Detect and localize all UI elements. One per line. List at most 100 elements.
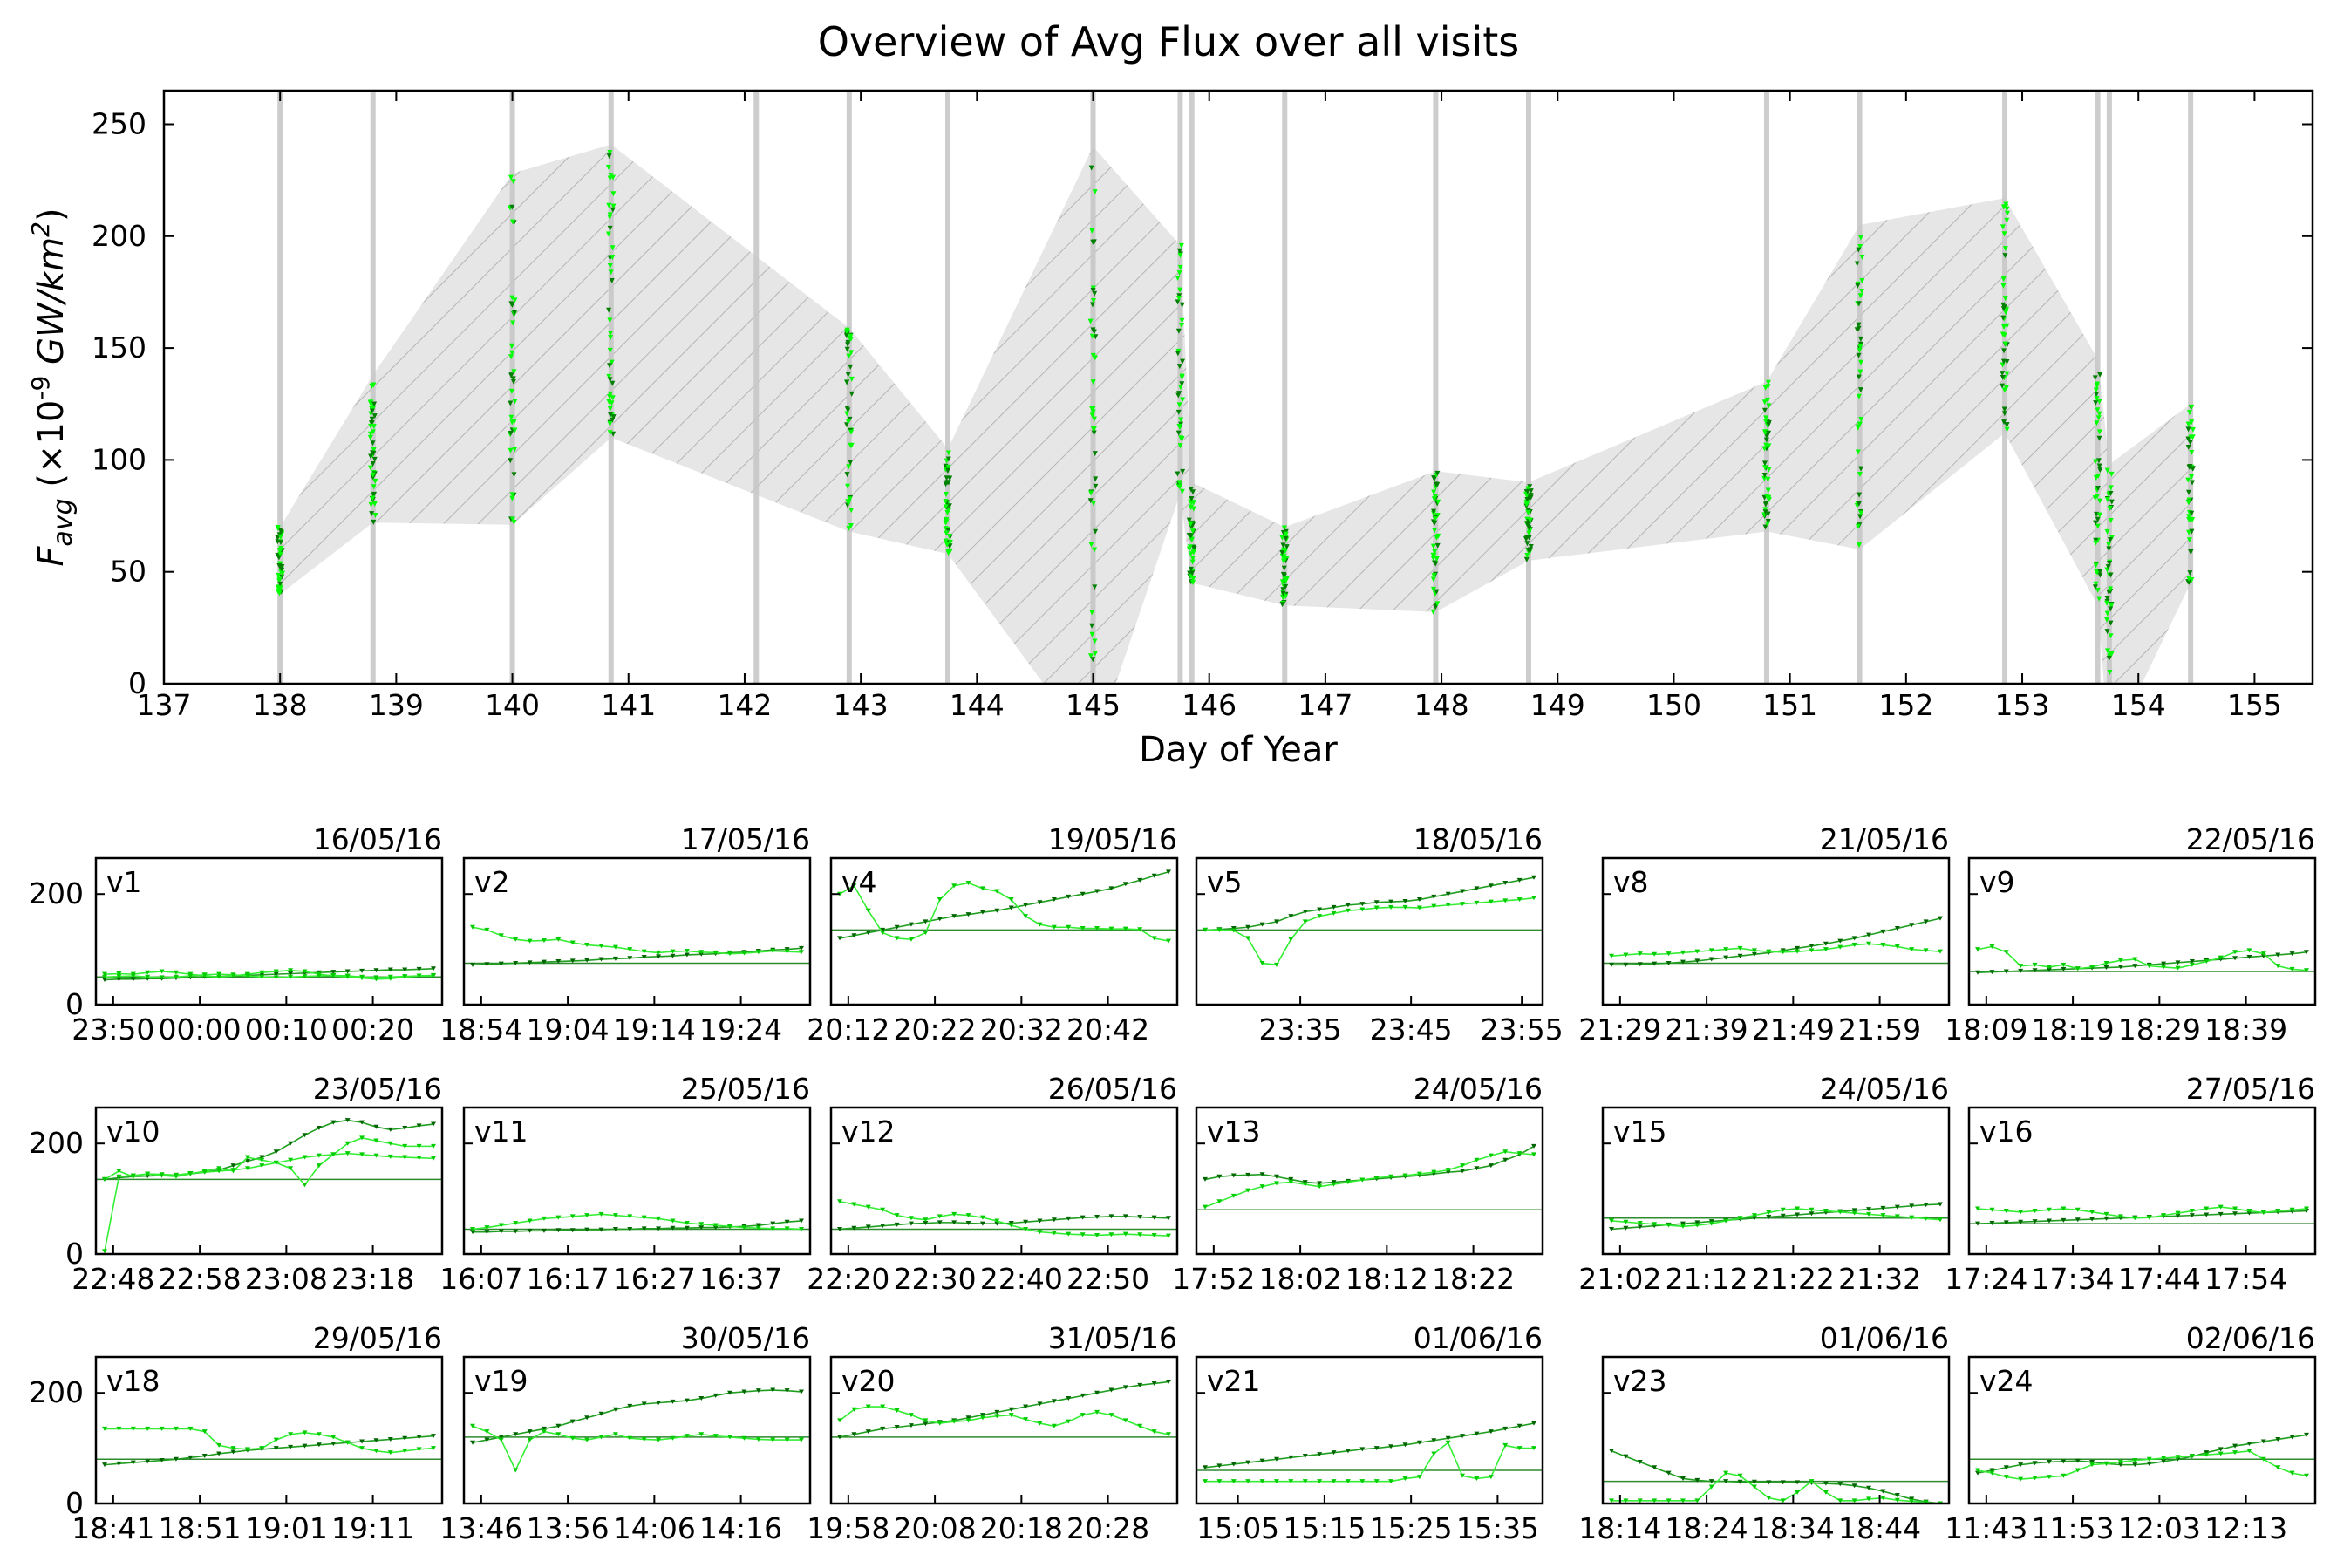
series-point [1488, 883, 1494, 889]
flux-point [1091, 430, 1097, 436]
series-point [1502, 1157, 1509, 1162]
panel-visit-label: v18 [106, 1364, 160, 1398]
series-point [2146, 1215, 2152, 1220]
series-point [1122, 882, 1128, 887]
series-point [2204, 1452, 2210, 1457]
series-point [1388, 1479, 1394, 1484]
series-point [330, 972, 337, 978]
series-point [1216, 1174, 1223, 1179]
series-point [1008, 897, 1014, 903]
series-point [1474, 1476, 1480, 1481]
flux-point [1528, 488, 1534, 494]
flux-point [1762, 509, 1768, 515]
series-point [1137, 1232, 1143, 1237]
panel-inner [831, 869, 1177, 944]
series-point [2103, 1216, 2109, 1221]
series-point [416, 1123, 422, 1128]
flux-point [2185, 489, 2191, 495]
series-point [527, 1228, 533, 1233]
series-line-b [839, 882, 1169, 942]
series-line-a [1204, 1422, 1535, 1469]
series-point [799, 1437, 804, 1442]
series-point [612, 1226, 618, 1231]
flux-point [1176, 270, 1182, 276]
series-point [1652, 951, 1658, 957]
series-point [2232, 950, 2238, 955]
series-point [1023, 914, 1029, 919]
series-point [770, 1387, 776, 1393]
flux-point [1092, 189, 1098, 195]
series-point [1388, 899, 1394, 904]
series-point [387, 1450, 393, 1456]
series-point [1445, 1169, 1451, 1175]
series-line-a [1611, 917, 1941, 966]
series-point [1345, 1449, 1351, 1454]
series-point [344, 973, 351, 978]
series-point [684, 1398, 690, 1403]
flux-point [845, 342, 851, 348]
series-line-a [1977, 1434, 2307, 1474]
flux-point [1430, 543, 1436, 549]
x-tick-label: 144 [950, 688, 1005, 722]
panel-x-tick-label: 23:35 [1259, 1012, 1342, 1046]
flux-point [1188, 551, 1194, 557]
flux-point [2107, 506, 2113, 512]
series-point [1230, 1479, 1237, 1484]
series-line-b [472, 926, 802, 955]
flux-point [1765, 487, 1771, 494]
flux-point [1089, 406, 1095, 412]
flux-point [1761, 399, 1768, 406]
y-tick-label: 250 [92, 106, 146, 140]
flux-point [1089, 412, 1095, 419]
flux-point [2185, 445, 2191, 451]
flux-point [1189, 528, 1196, 535]
series-point [1345, 903, 1351, 908]
visit-points-2 [507, 174, 518, 526]
flux-point [605, 231, 611, 237]
series-point [1975, 970, 1980, 975]
series-point [784, 947, 790, 952]
series-point [1609, 1498, 1614, 1503]
series-point [2132, 957, 2138, 962]
flux-point [276, 590, 283, 597]
flux-point [1175, 430, 1182, 436]
flux-point [2000, 306, 2007, 312]
panel-x-tick-label: 17:54 [2204, 1262, 2287, 1296]
flux-point [1527, 517, 1533, 523]
flux-point [607, 347, 613, 353]
y-tick-label: 50 [110, 555, 146, 589]
panel-frame [94, 1355, 444, 1505]
panel-x-tick-label: 22:30 [894, 1262, 977, 1296]
series-point [541, 1228, 547, 1233]
flux-point [1766, 496, 1772, 502]
flux-point [2190, 480, 2196, 486]
panel-x-tick-label: 18:02 [1259, 1262, 1342, 1296]
flux-point [1090, 426, 1096, 432]
panel-x-tick-label: 18:44 [1838, 1511, 1921, 1545]
series-point [431, 966, 436, 971]
flux-point [1175, 275, 1181, 281]
series-point [2304, 950, 2309, 955]
series-point [2018, 1219, 2024, 1224]
series-point [951, 914, 957, 919]
flux-point [276, 555, 282, 561]
flux-point [512, 447, 518, 453]
flux-point [607, 215, 613, 221]
series-point [994, 1414, 1000, 1419]
flux-point [1528, 544, 1534, 550]
series-point [2275, 1209, 2281, 1214]
series-point [741, 1435, 747, 1441]
panel-frame [462, 1355, 812, 1505]
flux-point [2000, 358, 2007, 365]
flux-point [509, 204, 515, 210]
flux-point [1430, 609, 1436, 615]
x-tick-label: 139 [369, 688, 424, 722]
series-point [2132, 1458, 2138, 1463]
flux-point [1856, 501, 1862, 507]
flux-point [1858, 466, 1864, 472]
flux-point [2186, 514, 2192, 520]
series-point [1516, 1151, 1523, 1156]
series-point [2204, 1450, 2210, 1456]
series-point [837, 1199, 842, 1204]
